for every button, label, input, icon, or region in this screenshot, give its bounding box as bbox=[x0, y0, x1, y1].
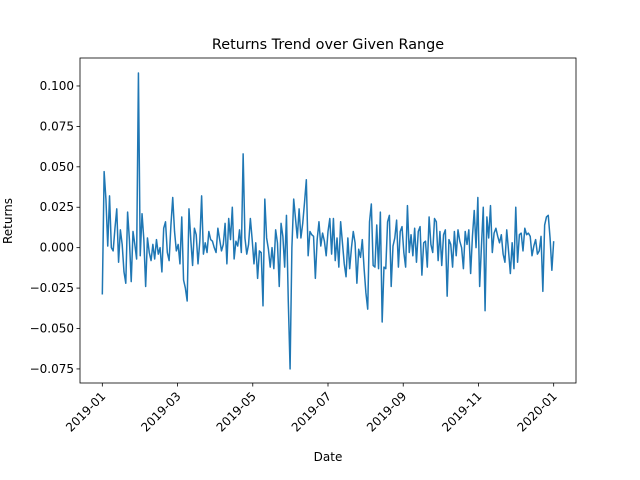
axes-frame bbox=[79, 57, 577, 384]
y-tick-label: 0.075 bbox=[40, 119, 74, 133]
y-axis-label: Returns bbox=[1, 198, 15, 244]
y-tick-label: 0.100 bbox=[40, 79, 74, 93]
y-tick-label: −0.050 bbox=[30, 322, 74, 336]
chart-title: Returns Trend over Given Range bbox=[212, 37, 444, 53]
x-axis-label: Date bbox=[314, 450, 343, 464]
y-tick-label: 0.050 bbox=[40, 160, 74, 174]
y-tick-label: −0.075 bbox=[30, 362, 74, 376]
y-tick-label: −0.025 bbox=[30, 281, 74, 295]
y-tick-label: 0.000 bbox=[40, 241, 74, 255]
y-tick-label: 0.025 bbox=[40, 200, 74, 214]
returns-line bbox=[101, 72, 555, 370]
